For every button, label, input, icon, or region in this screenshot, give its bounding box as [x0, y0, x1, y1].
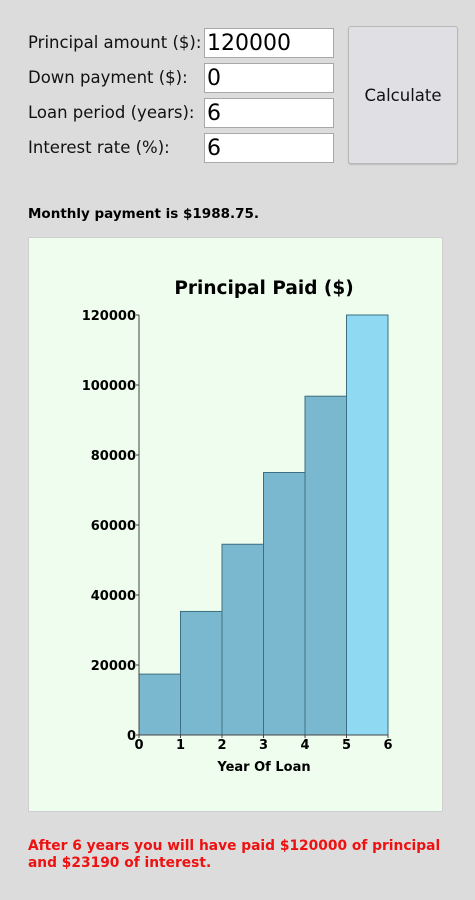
x-axis-label: Year Of Loan	[216, 760, 310, 775]
interest-rate-label: Interest rate (%):	[28, 138, 170, 157]
y-tick-label: 60000	[91, 519, 136, 534]
axes-layer: 0 20000 40000 60000 80000 100000 120000 0 1 2 3 4 5 6	[82, 309, 393, 753]
y-tick-label: 120000	[82, 309, 136, 324]
x-tick-label: 6	[383, 738, 392, 753]
bars-layer	[138, 314, 389, 736]
bar-year-3	[221, 543, 264, 736]
x-tick-label: 3	[259, 738, 268, 753]
y-tick-label: 100000	[82, 379, 136, 394]
bar-year-5	[304, 395, 347, 736]
x-tick-label: 5	[342, 738, 351, 753]
chart-panel: Principal Paid ($) 0 20000 40000 60000 80000…	[28, 237, 443, 812]
x-tick-label: 0	[134, 738, 143, 753]
summary-text: After 6 years you will have paid $120000…	[28, 838, 441, 871]
y-tick-label: 40000	[91, 589, 136, 604]
down-payment-input[interactable]	[204, 63, 334, 93]
principal-paid-chart: Principal Paid ($) 0 20000 40000 60000 80000…	[82, 278, 393, 775]
monthly-payment-text: Monthly payment is $1988.75.	[28, 206, 260, 222]
loan-period-label: Loan period (years):	[28, 103, 195, 122]
bar-year-2	[180, 610, 223, 736]
interest-rate-input[interactable]	[204, 133, 334, 163]
loan-period-input[interactable]	[204, 98, 334, 128]
x-tick-label: 1	[176, 738, 185, 753]
bar-year-6	[346, 314, 389, 736]
x-tick-label: 4	[300, 738, 309, 753]
principal-input[interactable]	[204, 28, 334, 58]
principal-label: Principal amount ($):	[28, 33, 202, 52]
x-tick-label: 2	[217, 738, 226, 753]
chart-title: Principal Paid ($)	[174, 278, 353, 299]
y-tick-label: 0	[127, 729, 136, 744]
calculate-button[interactable]: Calculate	[348, 26, 458, 164]
down-payment-label: Down payment ($):	[28, 68, 188, 87]
bar-year-1	[138, 673, 181, 736]
y-tick-label: 80000	[91, 449, 136, 464]
bar-year-4	[263, 472, 306, 736]
y-tick-label: 20000	[91, 659, 136, 674]
